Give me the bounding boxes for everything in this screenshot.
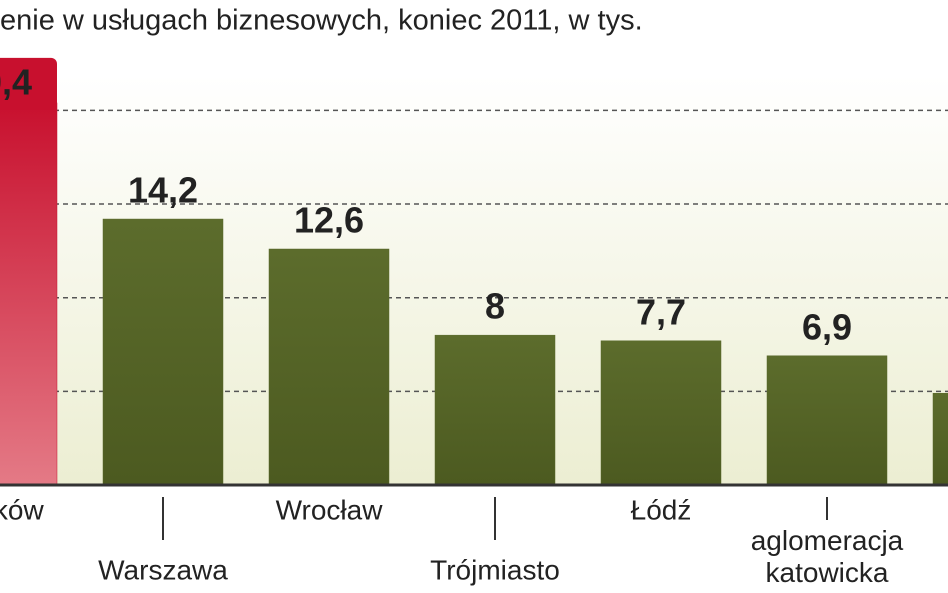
bar [102, 218, 224, 486]
bar [434, 334, 556, 486]
chart-title: enie w usługach biznesowych, koniec 2011… [0, 5, 643, 37]
x-tick-label: aglomeracja katowicka [751, 525, 904, 588]
value-label: 12,6 [294, 200, 364, 241]
x-tick-label: Łódź [631, 494, 692, 525]
x-tick-label-line: aglomeracja [751, 525, 904, 556]
bar [932, 392, 948, 486]
bar [268, 248, 390, 486]
bar [766, 355, 888, 486]
x-tick-label: Wrocław [276, 494, 384, 525]
x-tick-label: Warszawa [98, 554, 228, 585]
x-tick-label: Kraków [0, 494, 44, 525]
value-label: 7,7 [636, 291, 686, 332]
value-label: 14,2 [128, 170, 198, 211]
value-label: 6,9 [802, 306, 852, 347]
x-tick-label: Trójmiasto [430, 554, 560, 585]
value-label: 8 [485, 286, 505, 327]
bar [0, 102, 58, 486]
x-tick-label-line: katowicka [766, 557, 889, 588]
value-label-box [0, 57, 57, 110]
value-label: 20,4 [0, 61, 32, 102]
bar [600, 340, 722, 486]
